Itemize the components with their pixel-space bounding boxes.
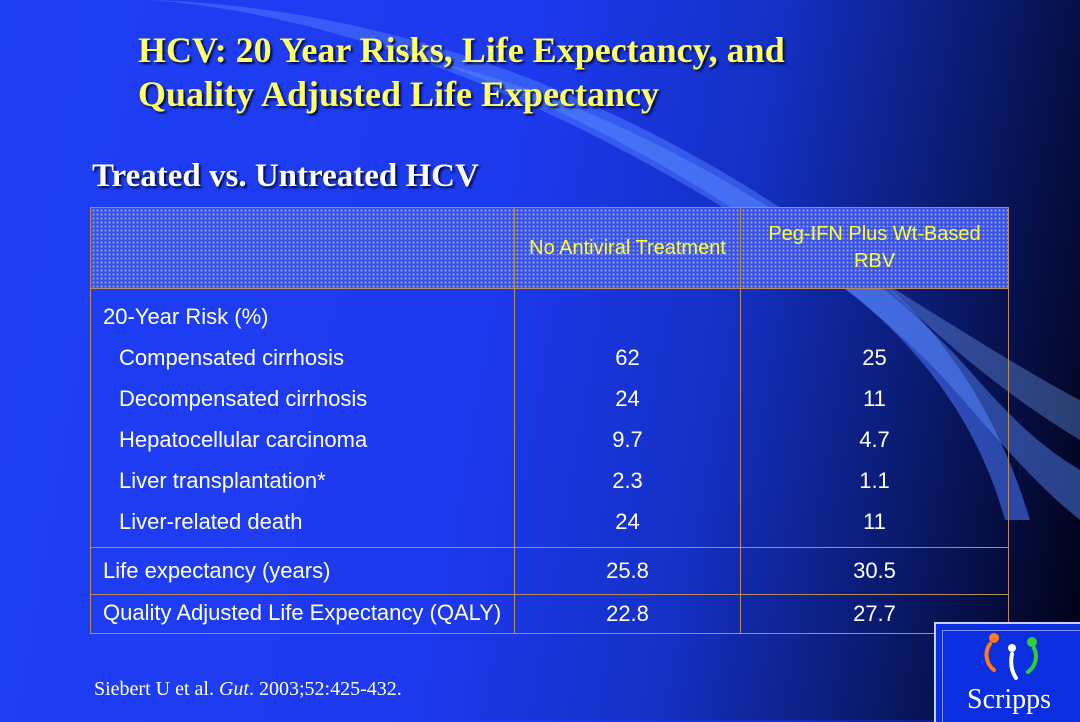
risk-label-liver-related-death: Liver-related death	[119, 509, 303, 534]
page-title: HCV: 20 Year Risks, Life Expectancy, and…	[138, 28, 1038, 116]
citation-details: . 2003;52:425-432.	[248, 678, 402, 700]
scripps-logo-text: Scripps	[967, 684, 1051, 715]
title-line-1: HCV: 20 Year Risks, Life Expectancy, and	[138, 30, 785, 70]
life-expectancy-row: Life expectancy (years) 25.8 30.5	[90, 547, 1009, 595]
life-expectancy-no-antiviral: 25.8	[514, 547, 741, 595]
outcomes-table: No Antiviral Treatment Peg-IFN Plus Wt-B…	[90, 207, 1009, 634]
citation: Siebert U et al. Gut. 2003;52:425-432.	[94, 678, 402, 701]
life-expectancy-label: Life expectancy (years)	[90, 547, 515, 595]
value-peg-ifn-decompensated: 11	[863, 386, 886, 411]
value-no-antiviral-death: 24	[615, 509, 640, 534]
table-header-row: No Antiviral Treatment Peg-IFN Plus Wt-B…	[90, 207, 1009, 289]
qaly-row: Quality Adjusted Life Expectancy (QALY) …	[90, 594, 1009, 634]
subtitle: Treated vs. Untreated HCV	[92, 158, 479, 194]
citation-journal: Gut	[218, 678, 249, 700]
value-peg-ifn-transplant: 1.1	[859, 468, 890, 493]
risk-no-antiviral-cell: 62 24 9.7 2.3 24	[514, 288, 741, 548]
risk-labels-cell: 20-Year Risk (%) Compensated cirrhosis D…	[90, 288, 515, 548]
value-no-antiviral-transplant: 2.3	[612, 468, 643, 493]
risk-section-row: 20-Year Risk (%) Compensated cirrhosis D…	[90, 288, 1009, 548]
value-peg-ifn-death: 11	[863, 509, 886, 534]
value-no-antiviral-hcc: 9.7	[612, 427, 643, 452]
header-no-antiviral: No Antiviral Treatment	[514, 207, 741, 289]
title-line-2: Quality Adjusted Life Expectancy	[138, 74, 660, 114]
risk-section-label: 20-Year Risk (%)	[103, 304, 269, 329]
scripps-logo: Scripps	[934, 622, 1080, 722]
risk-label-compensated-cirrhosis: Compensated cirrhosis	[119, 345, 344, 370]
scripps-figure-icon	[984, 633, 1038, 680]
citation-authors: Siebert U et al.	[94, 678, 219, 700]
header-peg-ifn: Peg-IFN Plus Wt-Based RBV	[740, 207, 1009, 289]
value-peg-ifn-compensated: 25	[862, 345, 887, 370]
qaly-label: Quality Adjusted Life Expectancy (QALY)	[90, 594, 515, 634]
qaly-no-antiviral: 22.8	[514, 594, 741, 634]
life-expectancy-peg-ifn: 30.5	[740, 547, 1009, 595]
risk-label-decompensated-cirrhosis: Decompensated cirrhosis	[119, 386, 368, 411]
value-peg-ifn-hcc: 4.7	[859, 427, 890, 452]
header-empty	[90, 207, 515, 289]
risk-label-liver-transplantation: Liver transplantation*	[119, 468, 326, 493]
value-no-antiviral-compensated: 62	[615, 345, 640, 370]
risk-peg-ifn-cell: 25 11 4.7 1.1 11	[740, 288, 1009, 548]
value-no-antiviral-decompensated: 24	[615, 386, 640, 411]
risk-label-hepatocellular-carcinoma: Hepatocellular carcinoma	[119, 427, 368, 452]
